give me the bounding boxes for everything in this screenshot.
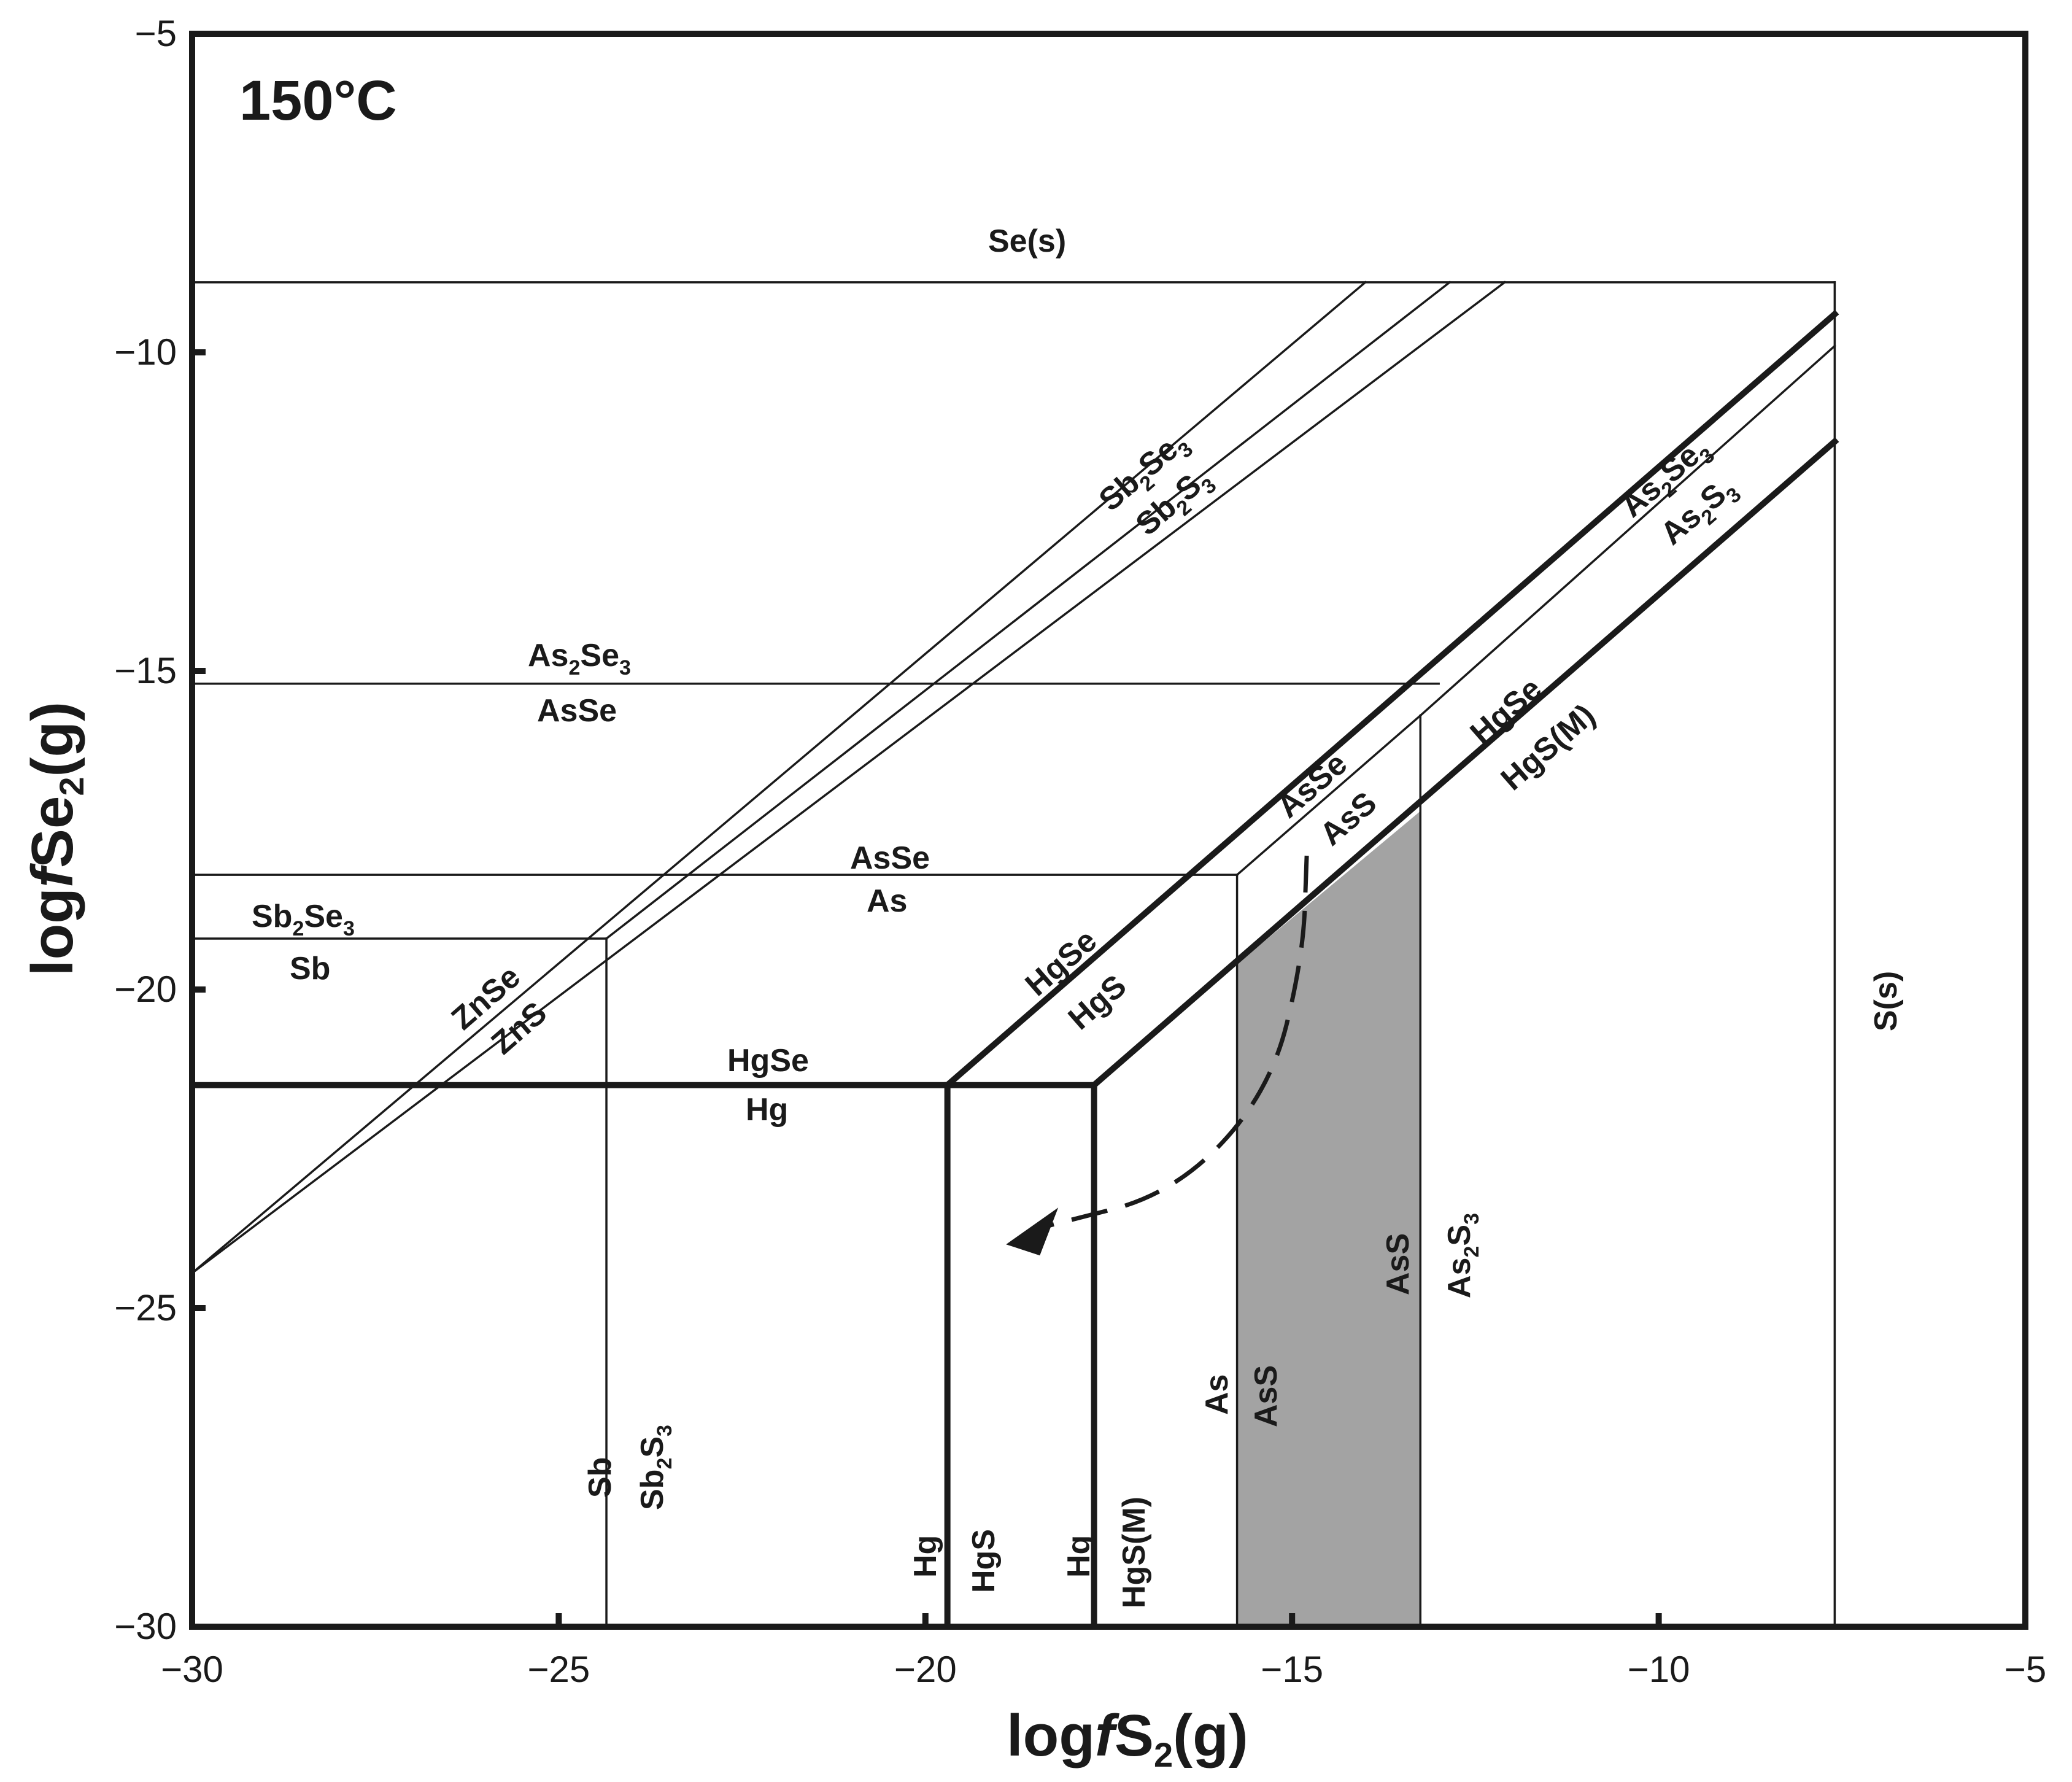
- temperature-title: 150°C: [239, 69, 397, 132]
- boundary-as2se3-as2s3: [1418, 344, 1836, 718]
- boundary-hgse-hgs-m-: [1089, 437, 1839, 1090]
- label-hgs-m-vertical: HgS(M): [1116, 1497, 1152, 1608]
- label-hg-vertical-2: Hg: [1061, 1535, 1097, 1578]
- y-tick-label: −15: [114, 650, 177, 691]
- label-hg-horizontal: Hg: [746, 1092, 788, 1128]
- boundary-asse-ass: [1235, 714, 1422, 877]
- arrow-head-icon: [1006, 1207, 1059, 1256]
- y-tick-label: −20: [114, 969, 177, 1010]
- label-hg-vertical-1: Hg: [908, 1535, 943, 1578]
- label-ass-vertical: AsS: [1248, 1365, 1284, 1427]
- x-tick-label: −25: [528, 1649, 590, 1690]
- label-sb-vertical: Sb: [582, 1457, 618, 1498]
- label-ass-shaded: AsS: [1380, 1233, 1416, 1295]
- boundary-znse-zns: [192, 281, 1367, 1275]
- shaded-stability-field: [1237, 811, 1421, 1627]
- label-asse-lower: AsSe: [850, 840, 930, 876]
- label-as-horizontal: As: [867, 883, 907, 919]
- plot-frame: [189, 31, 2028, 1630]
- label-asse-upper: AsSe: [537, 693, 617, 729]
- label-sb-horizontal: Sb: [290, 951, 330, 986]
- label-s-s: S(s): [1868, 971, 1904, 1031]
- x-tick-label: −20: [894, 1649, 957, 1690]
- label-se-s: Se(s): [988, 223, 1066, 259]
- y-axis-title: logfSe2(g): [20, 702, 91, 976]
- y-tick-label: −30: [114, 1606, 177, 1647]
- boundary-hgse-hgs: [943, 309, 1839, 1090]
- boundary-sb2se3-sb2s3: [192, 281, 1507, 1275]
- label-hgs-vertical: HgS: [966, 1529, 1002, 1593]
- y-tick-label: −10: [114, 331, 177, 373]
- label-sb2se3-horizontal: Sb2Se3: [252, 899, 355, 940]
- label-as2s3-vertical: As2S3: [1442, 1213, 1483, 1298]
- x-tick-label: −15: [1261, 1649, 1323, 1690]
- label-as-vertical: As: [1199, 1374, 1235, 1415]
- label-hgse-horizontal: HgSe: [727, 1043, 809, 1079]
- label-sb2s3-vertical: Sb2S3: [635, 1425, 676, 1510]
- axis-ticks: −30 −25 −20 −15 −10 −5 −30 −25 −20 −15 −10 −5: [114, 13, 2046, 1690]
- cooling-path-arrow: [1050, 855, 1309, 1228]
- y-tick-label: −25: [114, 1287, 177, 1328]
- boundary-znse-zns-upper: [605, 281, 1452, 940]
- phase-boundaries: [192, 281, 1839, 1627]
- y-tick-label: −5: [135, 13, 177, 54]
- x-tick-label: −30: [161, 1649, 223, 1690]
- label-as2se3-horizontal: As2Se3: [528, 638, 631, 680]
- x-tick-label: −5: [2004, 1649, 2046, 1690]
- x-axis-title: logfS2(g): [1007, 1703, 1248, 1774]
- x-tick-label: −10: [1628, 1649, 1690, 1690]
